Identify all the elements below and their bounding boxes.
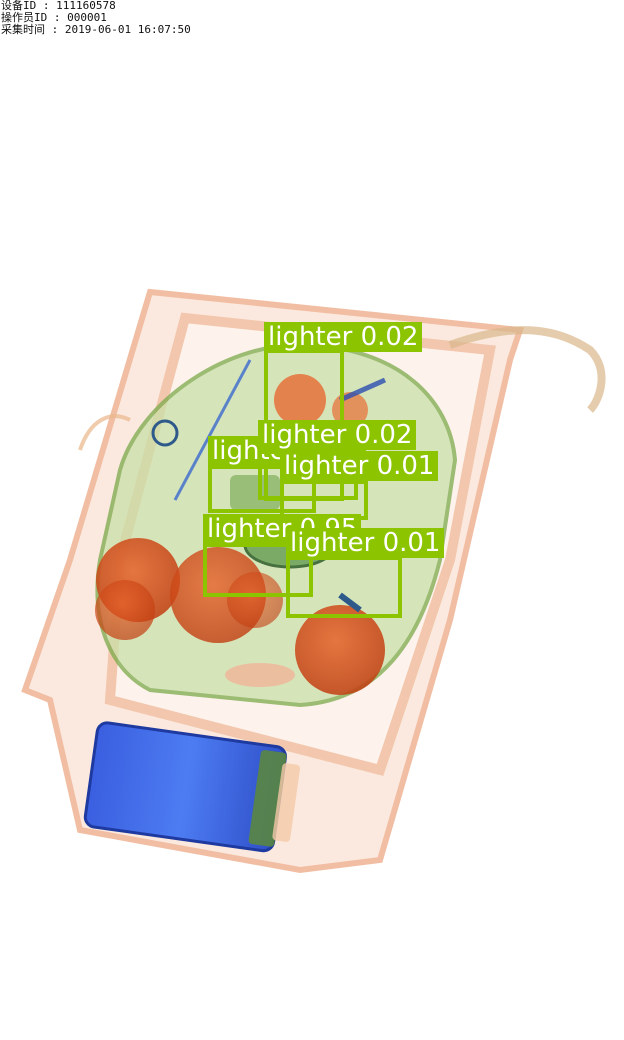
detection-label: lighter 0.02 (258, 420, 417, 450)
blue-canister (83, 721, 301, 853)
detection-box (286, 556, 402, 618)
detection-label: lighter 0.01 (286, 528, 445, 558)
capture-time-text: 采集时间 : 2019-06-01 16:07:50 (1, 23, 191, 36)
scan-info-header: 设备ID : 111160578 操作员ID : 000001 采集时间 : 2… (1, 0, 191, 36)
device-id-text: 设备ID : 111160578 (1, 0, 116, 12)
detection-label: lighter 0.02 (264, 322, 423, 352)
detection-box (203, 543, 313, 597)
detection-label: lighter 0.01 (280, 451, 439, 481)
operator-id-text: 操作员ID : 000001 (1, 11, 107, 24)
detection-box (208, 465, 316, 513)
strap (448, 326, 606, 413)
